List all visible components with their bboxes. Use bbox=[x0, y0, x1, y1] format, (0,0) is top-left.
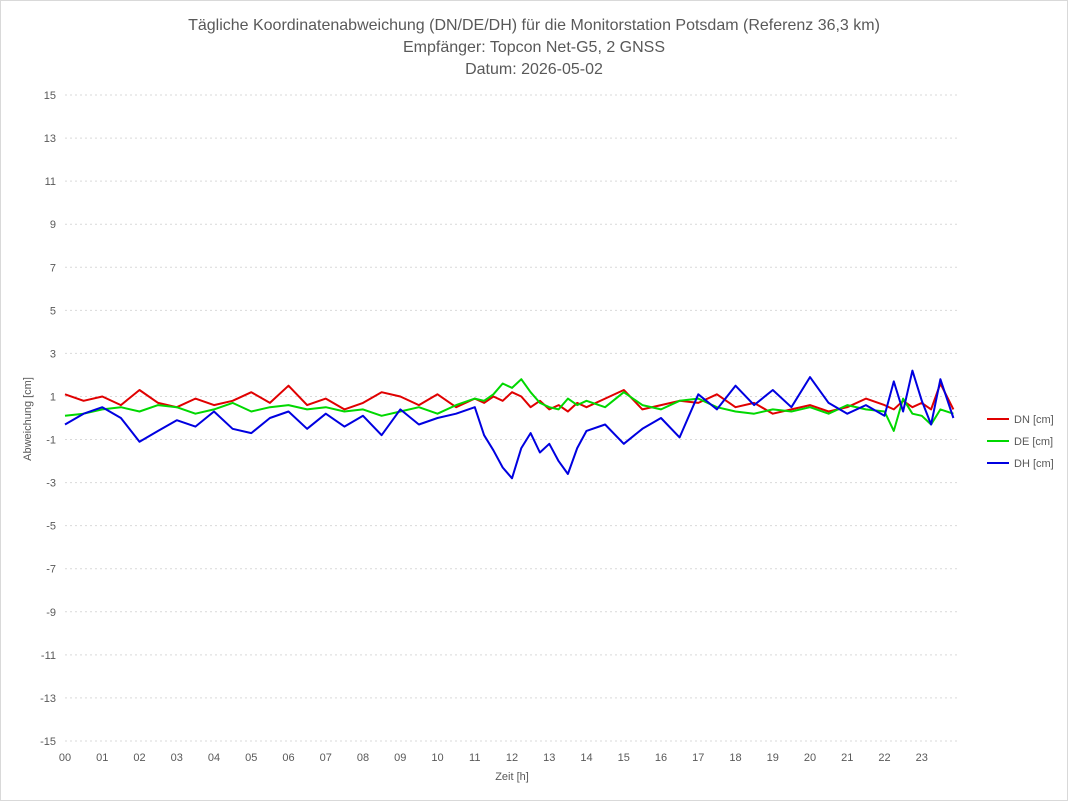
x-tick-label: 14 bbox=[580, 752, 592, 764]
x-tick-label: 19 bbox=[767, 752, 779, 764]
y-tick-label: -13 bbox=[40, 693, 56, 705]
chart-subtitle: Empfänger: Topcon Net-G5, 2 GNSS bbox=[403, 39, 665, 56]
x-tick-label: 06 bbox=[282, 752, 294, 764]
chart-date: Datum: 2026-05-02 bbox=[465, 61, 603, 78]
series-line bbox=[64, 369, 955, 480]
chart-title: Tägliche Koordinatenabweichung (DN/DE/DH… bbox=[188, 17, 880, 34]
y-tick-label: -9 bbox=[46, 607, 56, 619]
x-tick-label: 02 bbox=[133, 752, 145, 764]
x-tick-label: 23 bbox=[916, 752, 928, 764]
x-tick-label: 07 bbox=[320, 752, 332, 764]
x-tick-label: 18 bbox=[729, 752, 741, 764]
x-tick-label: 22 bbox=[878, 752, 890, 764]
y-tick-labels: 15 13 11 9 7 5 3 1 -1 -3 -5 -7 -9 -11 -13 -15 bbox=[40, 90, 56, 748]
x-tick-label: 13 bbox=[543, 752, 555, 764]
y-tick-label: 5 bbox=[50, 305, 56, 317]
x-tick-label: 21 bbox=[841, 752, 853, 764]
series-layer bbox=[64, 369, 955, 480]
x-tick-label: 01 bbox=[96, 752, 108, 764]
legend: DN [cm] DE [cm] DH [cm] bbox=[987, 414, 1054, 470]
x-tick-label: 10 bbox=[431, 752, 443, 764]
y-tick-label: 13 bbox=[44, 133, 56, 145]
y-tick-label: 9 bbox=[50, 219, 56, 231]
x-tick-label: 20 bbox=[804, 752, 816, 764]
x-tick-labels: 00 01 02 03 04 05 06 07 08 09 10 11 12 13 14 15 16 17 18 19… bbox=[59, 752, 928, 764]
y-tick-label: -7 bbox=[46, 564, 56, 576]
x-tick-label: 16 bbox=[655, 752, 667, 764]
x-tick-label: 12 bbox=[506, 752, 518, 764]
y-tick-label: -11 bbox=[41, 650, 56, 662]
y-tick-label: -5 bbox=[46, 521, 56, 533]
x-tick-label: 05 bbox=[245, 752, 257, 764]
legend-label: DH [cm] bbox=[1014, 458, 1054, 470]
y-tick-label: -1 bbox=[46, 435, 56, 447]
legend-label: DE [cm] bbox=[1014, 436, 1053, 448]
x-tick-label: 04 bbox=[208, 752, 220, 764]
x-tick-label: 15 bbox=[618, 752, 630, 764]
y-axis-label: Abweichung [cm] bbox=[22, 377, 34, 461]
x-tick-label: 11 bbox=[469, 752, 480, 764]
x-tick-label: 17 bbox=[692, 752, 704, 764]
series-line bbox=[64, 382, 955, 415]
y-tick-label: 7 bbox=[50, 262, 56, 274]
x-tick-label: 03 bbox=[171, 752, 183, 764]
x-tick-label: 09 bbox=[394, 752, 406, 764]
y-tick-label: 1 bbox=[50, 391, 56, 403]
grid-layer bbox=[65, 94, 959, 742]
y-tick-label: -3 bbox=[46, 478, 56, 490]
x-tick-label: 00 bbox=[59, 752, 71, 764]
y-tick-label: 11 bbox=[45, 176, 56, 188]
legend-label: DN [cm] bbox=[1014, 414, 1054, 426]
x-axis-label: Zeit [h] bbox=[495, 771, 529, 783]
y-tick-label: 3 bbox=[50, 348, 56, 360]
y-tick-label: -15 bbox=[40, 736, 56, 748]
x-tick-label: 08 bbox=[357, 752, 369, 764]
y-tick-label: 15 bbox=[44, 90, 56, 102]
